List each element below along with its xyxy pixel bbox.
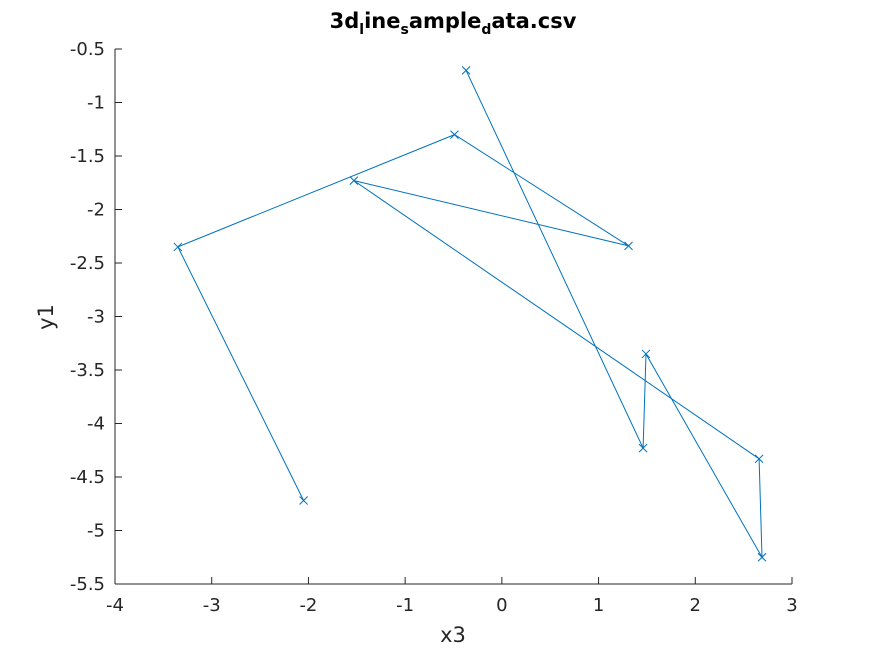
y-tick-label: -5	[87, 521, 105, 542]
chart-title-part: ine	[364, 9, 400, 33]
y-tick-label: -1	[87, 93, 105, 114]
axes: -4 -3 -2 -1 0 1 2 3 -5.5 -5 -4.5 -4 -3.5 -3 -2.5 -2 -1.5…	[70, 39, 798, 616]
x-tick-label: 0	[496, 595, 507, 616]
chart-title: 3dlinesampledata.csv	[330, 9, 577, 38]
x-tick-label: 2	[690, 595, 701, 616]
chart-title-part: ata.csv	[491, 9, 576, 33]
x-tick-label: -4	[106, 595, 124, 616]
chart-title-part: 3d	[330, 9, 360, 33]
data-point-marker	[638, 443, 648, 453]
x-tick-label: 3	[786, 595, 797, 616]
series-layer	[173, 66, 767, 562]
chart-title-part: d	[481, 22, 491, 38]
data-point-marker	[757, 552, 767, 562]
y-tick-label: -5.5	[70, 574, 105, 595]
data-point-marker	[461, 66, 471, 75]
y-tick-label: -4	[87, 414, 105, 435]
data-point-marker	[173, 242, 183, 252]
y-tick-label: -3.5	[70, 360, 105, 381]
y-tick-label: -1.5	[70, 146, 105, 167]
y-tick-label: -0.5	[70, 39, 105, 60]
x-tick-label: -1	[396, 595, 414, 616]
y-tick-label: -2.5	[70, 253, 105, 274]
data-point-marker	[450, 130, 459, 139]
chart-title-part: s	[400, 22, 408, 38]
data-point-marker	[754, 454, 764, 464]
x-tick-label: 1	[593, 595, 604, 616]
y-tick-label: -2	[87, 200, 105, 221]
data-point-marker	[299, 496, 308, 505]
data-point-marker	[624, 241, 633, 251]
x-tick-label: -3	[203, 595, 221, 616]
y-tick-label: -3	[87, 307, 105, 328]
chart-title-part: l	[359, 22, 364, 38]
x-axis-label: x3	[440, 623, 466, 647]
x-tick-label: -2	[299, 595, 317, 616]
y-tick-label: -4.5	[70, 467, 105, 488]
y-axis-label: y1	[34, 304, 58, 330]
series-line	[177, 70, 763, 558]
data-point-marker	[641, 349, 651, 359]
chart-title-part: ample	[409, 9, 482, 33]
data-point-marker	[349, 176, 359, 185]
